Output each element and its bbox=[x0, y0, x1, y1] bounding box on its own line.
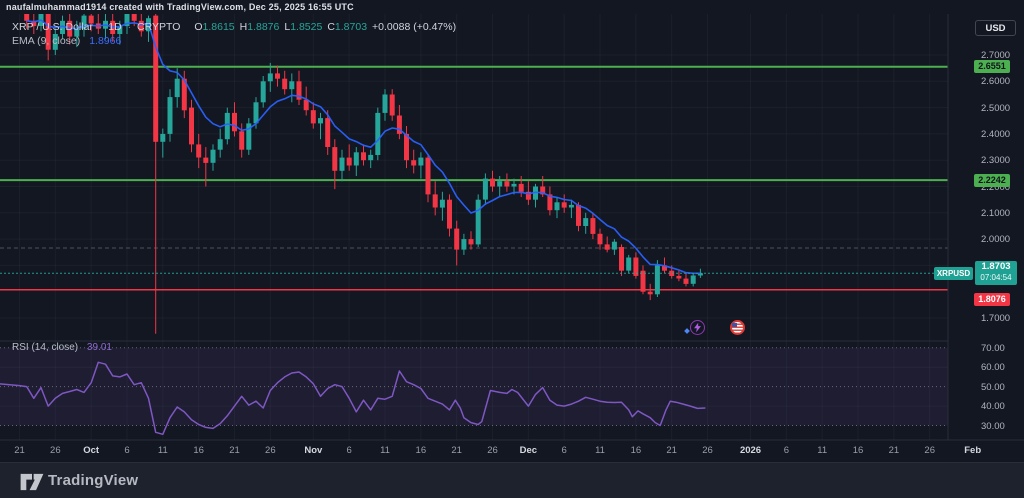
time-axis[interactable]: 21 26 Oct 6 11 16 21 26 Nov 6 11 16 21 26 Dec 6 11 16 21 26… bbox=[0, 440, 1024, 462]
tradingview-logo-icon[interactable] bbox=[19, 471, 45, 493]
low-label: L bbox=[284, 21, 291, 33]
rsi-value: 39.01 bbox=[86, 342, 112, 353]
time-tick-label: 6 bbox=[124, 445, 130, 456]
open-label: O bbox=[194, 21, 203, 33]
time-tick-label: Nov bbox=[304, 445, 323, 456]
time-tick-label: 21 bbox=[888, 445, 900, 456]
rsi-tick-label: 70.00 bbox=[981, 342, 1005, 354]
current-price-badge: 1.8703 07:04:54 bbox=[975, 261, 1017, 286]
price-tick-label: 2.6000 bbox=[981, 76, 1011, 88]
symbol-price-tag: XRPUSD bbox=[934, 266, 973, 280]
time-tick-label: 11 bbox=[157, 445, 168, 456]
time-tick-label: 21 bbox=[14, 445, 25, 456]
separator: · bbox=[98, 21, 103, 33]
ema-value: 1.8966 bbox=[89, 34, 122, 47]
time-tick-label: 11 bbox=[595, 445, 605, 456]
ohlc-values: O1.8615 H1.8876 L1.8525 C1.8703 +0.0088 (+0.… bbox=[189, 21, 456, 33]
change-value: +0.0088 (+0.47%) bbox=[372, 21, 457, 33]
currency-toggle-button[interactable]: USD bbox=[975, 20, 1016, 36]
resistance-level-badge: 2.6551 bbox=[974, 60, 1010, 74]
ema-legend[interactable]: EMA (9, close) 1.8966 bbox=[12, 35, 121, 47]
time-tick-label: 16 bbox=[415, 445, 427, 456]
interval-label: 1D bbox=[108, 21, 122, 33]
time-tick-label: 26 bbox=[487, 445, 498, 456]
price-tick-label: 2.2000 bbox=[981, 181, 1011, 193]
symbol-name: XRP / U.S. Dollar bbox=[12, 21, 93, 33]
price-axis[interactable]: 2.7000 2.6000 2.5000 2.4000 2.3000 2.2000 2.10… bbox=[948, 14, 1024, 462]
lightning-event-icon[interactable] bbox=[683, 319, 705, 335]
flag-canton bbox=[731, 322, 737, 327]
open-value: 1.8615 bbox=[202, 21, 235, 33]
time-tick-label: 6 bbox=[783, 445, 789, 456]
current-price-value: 1.8703 bbox=[981, 261, 1011, 273]
time-tick-label: Feb bbox=[964, 445, 982, 456]
time-tick-label: Oct bbox=[83, 445, 100, 456]
time-tick-label: 26 bbox=[50, 445, 61, 456]
price-tick-label: 2.7000 bbox=[981, 50, 1011, 61]
time-tick-label: 2026 bbox=[739, 445, 762, 456]
price-tick-label: 2.5000 bbox=[981, 102, 1011, 114]
symbol-legend[interactable]: XRP / U.S. Dollar · 1D · CRYPTO O1.8615 H… bbox=[12, 21, 456, 33]
separator: · bbox=[127, 21, 132, 33]
time-tick-label: 26 bbox=[924, 445, 935, 456]
rsi-tick-label: 60.00 bbox=[981, 362, 1005, 374]
time-tick-label: 21 bbox=[451, 445, 462, 456]
attribution-text: naufalmuhammad1914 created with TradingV… bbox=[6, 2, 354, 12]
footer-bar: TradingView bbox=[0, 462, 1024, 498]
rsi-tick-label: 50.00 bbox=[981, 381, 1005, 393]
red-level-badge: 1.8076 bbox=[974, 292, 1010, 306]
high-value: 1.8876 bbox=[247, 21, 280, 33]
rsi-tick-label: 40.00 bbox=[981, 401, 1005, 413]
price-tick-label: 2.0000 bbox=[981, 234, 1011, 246]
bar-countdown: 07:04:54 bbox=[980, 273, 1012, 283]
price-tick-label: 1.7000 bbox=[981, 313, 1011, 324]
time-tick-label: 6 bbox=[561, 445, 567, 456]
market-label: CRYPTO bbox=[137, 21, 181, 33]
attribution-bar: naufalmuhammad1914 created with TradingV… bbox=[6, 2, 354, 12]
tradingview-wordmark[interactable]: TradingView bbox=[48, 472, 139, 489]
us-flag-event-icon[interactable] bbox=[729, 319, 745, 335]
time-tick-label: 6 bbox=[346, 445, 352, 456]
time-tick-label: 21 bbox=[229, 445, 240, 456]
price-tick-label: 2.1000 bbox=[981, 207, 1011, 219]
rsi-tick-label: 30.00 bbox=[981, 420, 1005, 432]
lightning-bolt-icon bbox=[693, 322, 701, 332]
time-tick-label: 16 bbox=[852, 445, 864, 456]
time-tick-label: 11 bbox=[380, 445, 390, 456]
support-level-badge: 2.2242 bbox=[974, 173, 1010, 187]
time-tick-label: Dec bbox=[519, 445, 538, 456]
time-tick-label: 26 bbox=[265, 445, 276, 456]
ema-label: EMA (9, close) bbox=[12, 34, 81, 47]
close-value: 1.8703 bbox=[334, 21, 368, 33]
rsi-legend[interactable]: RSI (14, close) 39.01 bbox=[12, 342, 112, 353]
time-tick-label: 11 bbox=[817, 445, 828, 456]
price-tick-label: 2.3000 bbox=[981, 155, 1011, 167]
rsi-label: RSI (14, close) bbox=[12, 342, 79, 353]
time-tick-label: 26 bbox=[702, 445, 713, 456]
time-tick-label: 16 bbox=[193, 445, 204, 456]
time-tick-label: 21 bbox=[666, 445, 677, 456]
high-label: H bbox=[239, 21, 248, 33]
close-label: C bbox=[327, 21, 335, 33]
time-tick-label: 16 bbox=[630, 445, 642, 456]
price-tick-label: 2.4000 bbox=[981, 128, 1011, 140]
low-value: 1.8525 bbox=[290, 21, 323, 33]
